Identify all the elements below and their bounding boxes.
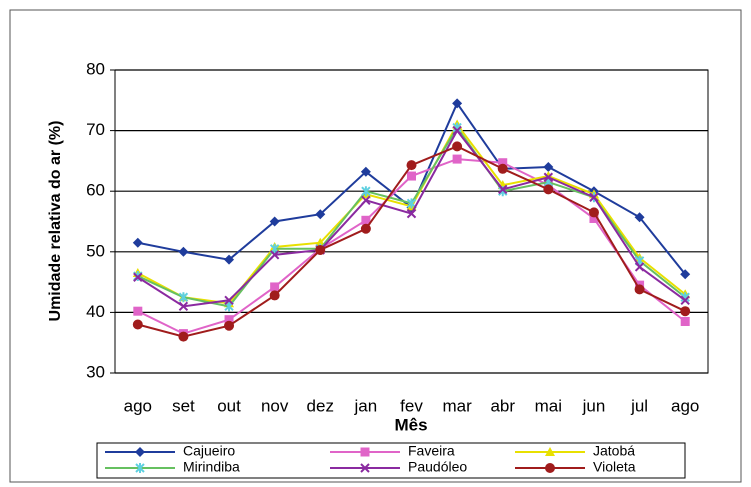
series-line xyxy=(137,128,686,308)
marker xyxy=(361,215,371,225)
x-tick-label: jul xyxy=(630,396,648,415)
marker xyxy=(588,207,599,218)
y-tick-label: 70 xyxy=(86,120,105,139)
marker xyxy=(545,463,555,473)
marker xyxy=(361,195,371,205)
legend xyxy=(96,442,686,479)
legend-label: Faveira xyxy=(408,443,455,459)
x-tick-label: set xyxy=(172,396,195,415)
marker xyxy=(545,447,555,456)
marker xyxy=(452,125,462,136)
marker xyxy=(360,166,371,177)
series-line xyxy=(137,101,686,275)
marker xyxy=(452,141,463,152)
series-line xyxy=(137,125,686,308)
marker xyxy=(269,216,280,227)
y-tick-label: 50 xyxy=(86,241,105,260)
marker xyxy=(634,262,645,272)
marker xyxy=(360,447,370,457)
marker xyxy=(498,184,508,195)
marker xyxy=(497,163,508,174)
marker xyxy=(178,246,189,257)
marker xyxy=(360,463,370,473)
x-tick-label: dez xyxy=(307,396,334,415)
marker xyxy=(680,316,690,326)
marker xyxy=(133,306,143,316)
marker xyxy=(133,272,143,282)
marker xyxy=(680,269,691,280)
marker xyxy=(589,213,599,223)
marker xyxy=(269,250,280,260)
x-tick-label: nov xyxy=(261,396,289,415)
marker xyxy=(224,254,235,265)
series-line xyxy=(137,158,686,335)
y-tick-label: 80 xyxy=(86,59,105,78)
x-tick-label: mar xyxy=(442,396,472,415)
marker xyxy=(178,292,189,303)
y-tick-label: 60 xyxy=(86,181,105,200)
y-tick-label: 40 xyxy=(86,302,105,321)
marker xyxy=(634,284,645,295)
marker xyxy=(452,98,463,109)
legend-label: Paudóleo xyxy=(408,459,467,475)
x-tick-label: fev xyxy=(400,396,423,415)
y-axis-label: Umidade relativa do ar (%) xyxy=(47,121,64,322)
y-tick-label: 30 xyxy=(86,362,105,381)
marker xyxy=(406,208,417,219)
marker xyxy=(589,192,599,202)
marker xyxy=(132,237,143,248)
marker xyxy=(360,223,371,234)
marker xyxy=(361,186,371,197)
marker xyxy=(452,154,462,164)
marker xyxy=(407,171,416,181)
marker xyxy=(315,209,326,220)
x-tick-label: ago xyxy=(671,396,699,415)
marker xyxy=(406,198,417,209)
marker xyxy=(543,161,554,172)
marker xyxy=(680,295,690,305)
marker xyxy=(634,212,645,223)
chart-frame xyxy=(9,9,742,483)
marker xyxy=(270,282,280,292)
x-tick-label: jun xyxy=(582,396,606,415)
marker xyxy=(178,331,189,342)
marker xyxy=(135,463,145,473)
x-tick-label: mai xyxy=(535,396,562,415)
legend-label: Violeta xyxy=(593,459,636,475)
marker xyxy=(135,447,145,457)
marker xyxy=(406,160,417,171)
x-tick-label: abr xyxy=(490,396,515,415)
legend-label: Cajueiro xyxy=(183,443,235,459)
marker xyxy=(543,184,554,195)
marker xyxy=(543,172,554,182)
marker xyxy=(315,244,326,255)
marker xyxy=(498,158,508,168)
marker xyxy=(224,320,235,331)
marker xyxy=(132,319,143,330)
marker xyxy=(224,295,234,305)
legend-label: Jatobá xyxy=(593,443,635,459)
x-tick-label: jan xyxy=(354,396,378,415)
legend-label: Mirindiba xyxy=(183,459,240,475)
x-tick-label: out xyxy=(217,396,241,415)
marker xyxy=(269,290,280,301)
marker xyxy=(680,306,691,317)
marker xyxy=(224,315,234,325)
x-axis-label: Mês xyxy=(394,415,427,434)
x-tick-label: ago xyxy=(124,396,152,415)
marker xyxy=(178,301,189,312)
